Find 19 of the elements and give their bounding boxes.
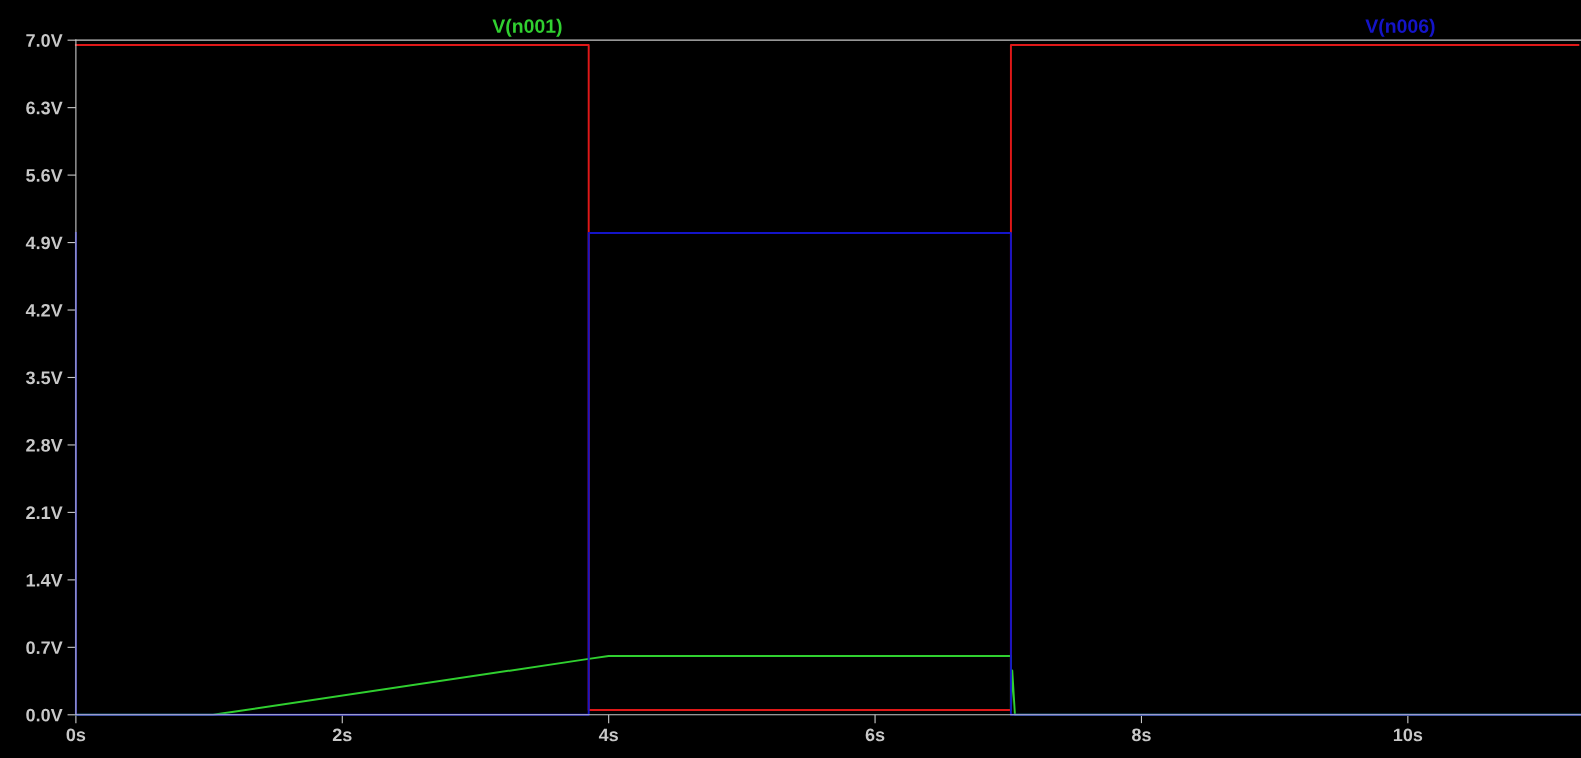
y-tick-label: 2.8V xyxy=(26,438,63,452)
text: V(n001) xyxy=(492,18,562,37)
y-tick-label: 0.0V xyxy=(26,708,63,722)
y-tick-label: 4.9V xyxy=(25,236,63,250)
y-tick-label: 3.5V xyxy=(25,371,63,385)
x-tick-label: 0s xyxy=(66,728,86,742)
y-tick-label: 2.1V xyxy=(26,506,63,519)
text: V(n006) xyxy=(1365,18,1435,37)
x-tick-label: 8s xyxy=(1131,728,1151,742)
y-tick-label: 5.6V xyxy=(26,169,63,182)
x-tick-label: 4s xyxy=(598,728,618,742)
x-tick-label: 2s xyxy=(332,728,352,742)
x-tick-label: 6s xyxy=(865,728,885,742)
y-tick-label: 7.0V xyxy=(26,34,63,47)
x-tick-label: 10s xyxy=(1393,728,1423,742)
y-tick-label: 1.4V xyxy=(26,573,63,587)
y-tick-label: 0.7V xyxy=(26,641,63,655)
y-tick-label: 4.2V xyxy=(25,303,63,317)
y-tick-label: 6.3V xyxy=(26,101,63,115)
